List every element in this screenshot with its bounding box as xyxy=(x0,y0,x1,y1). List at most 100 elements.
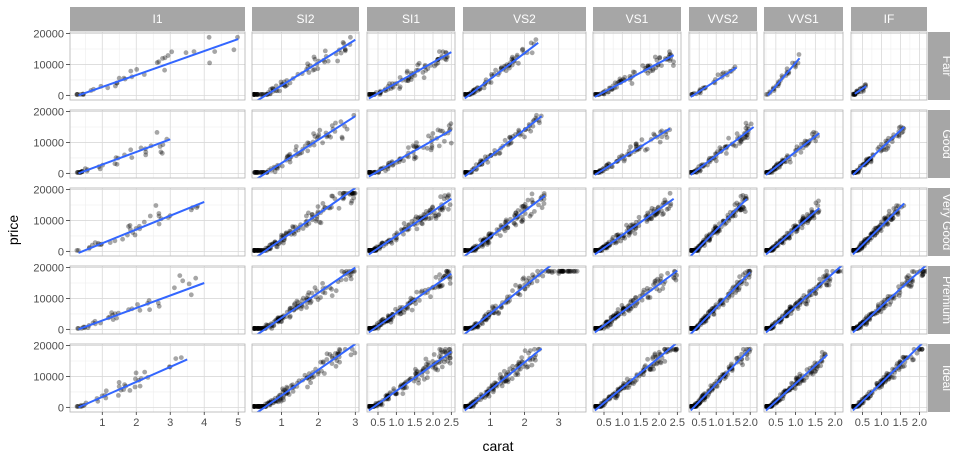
data-point xyxy=(315,66,321,72)
data-point xyxy=(513,210,519,216)
data-point xyxy=(463,248,468,253)
data-point xyxy=(507,366,513,372)
data-point xyxy=(593,248,598,253)
data-point xyxy=(813,291,819,296)
data-point xyxy=(367,326,372,331)
data-point xyxy=(654,360,660,366)
data-point xyxy=(480,321,485,327)
data-point xyxy=(235,34,240,40)
data-point xyxy=(290,224,295,229)
data-point xyxy=(338,50,344,56)
data-point xyxy=(313,218,319,224)
data-point xyxy=(764,404,769,409)
data-point xyxy=(650,356,655,361)
data-point xyxy=(741,206,747,212)
data-point xyxy=(689,248,694,253)
data-point xyxy=(154,130,160,135)
data-point xyxy=(885,222,890,228)
data-point xyxy=(923,268,927,274)
data-point xyxy=(512,221,517,227)
data-point xyxy=(126,224,131,229)
data-point xyxy=(502,228,508,234)
data-point xyxy=(884,370,890,376)
data-point xyxy=(444,268,450,274)
data-point xyxy=(797,381,803,386)
data-point xyxy=(498,223,504,228)
data-point xyxy=(656,349,662,355)
data-point xyxy=(640,290,646,295)
data-point xyxy=(463,404,468,409)
panel xyxy=(688,187,758,257)
data-point xyxy=(486,231,492,237)
data-point xyxy=(745,123,750,129)
data-point xyxy=(894,203,899,209)
data-point xyxy=(764,248,769,253)
data-point xyxy=(463,170,468,175)
panel-border xyxy=(763,343,844,413)
data-point xyxy=(397,75,403,80)
data-point xyxy=(252,248,257,253)
data-point xyxy=(463,326,468,331)
panel-border xyxy=(251,265,360,335)
data-point xyxy=(252,326,258,331)
data-point xyxy=(652,280,658,286)
data-point xyxy=(813,200,819,206)
data-point xyxy=(367,404,372,409)
data-point xyxy=(153,203,159,208)
fit-line xyxy=(594,127,671,176)
data-point xyxy=(895,212,901,217)
data-point xyxy=(421,376,427,382)
data-point xyxy=(322,371,327,376)
data-point xyxy=(513,372,519,378)
fit-line xyxy=(464,194,546,256)
data-point xyxy=(711,312,717,317)
data-point xyxy=(172,285,177,291)
data-point xyxy=(252,92,258,97)
data-point xyxy=(689,326,694,331)
data-point xyxy=(463,248,468,253)
data-point xyxy=(764,248,769,253)
data-point xyxy=(764,248,769,253)
data-point xyxy=(114,161,120,167)
data-point xyxy=(256,170,262,175)
row-strips: Fair Good Very Good Premium Ideal xyxy=(928,32,954,412)
data-point xyxy=(137,383,143,389)
data-point xyxy=(348,272,354,278)
data-point xyxy=(489,72,494,77)
data-point xyxy=(738,207,744,213)
data-point xyxy=(252,92,257,97)
data-point xyxy=(490,304,495,310)
panel xyxy=(688,109,758,179)
data-point xyxy=(183,50,189,56)
data-point xyxy=(252,92,257,97)
data-point xyxy=(342,47,348,52)
data-point xyxy=(919,346,925,352)
data-point xyxy=(416,60,422,66)
data-point xyxy=(405,306,410,311)
data-point xyxy=(515,208,521,213)
data-point xyxy=(510,363,516,369)
data-point xyxy=(549,268,555,274)
data-point xyxy=(660,286,666,291)
data-point xyxy=(414,289,420,295)
data-point xyxy=(255,248,260,253)
data-point xyxy=(287,314,293,320)
data-point xyxy=(742,270,748,276)
data-point xyxy=(404,68,410,74)
data-point xyxy=(320,360,326,365)
data-point xyxy=(851,92,856,97)
data-point xyxy=(742,209,748,215)
data-point xyxy=(662,346,667,352)
data-point xyxy=(278,79,284,85)
data-point xyxy=(690,248,695,253)
x-tick-label: 0.5 xyxy=(596,417,611,429)
data-point xyxy=(252,170,258,175)
panel xyxy=(69,109,246,179)
panel-border xyxy=(850,265,928,335)
data-point xyxy=(397,84,403,90)
data-point xyxy=(503,378,509,384)
x-tick-label: 2.0 xyxy=(425,417,440,429)
data-point xyxy=(906,273,911,278)
data-point xyxy=(328,134,333,140)
data-point xyxy=(257,248,263,253)
